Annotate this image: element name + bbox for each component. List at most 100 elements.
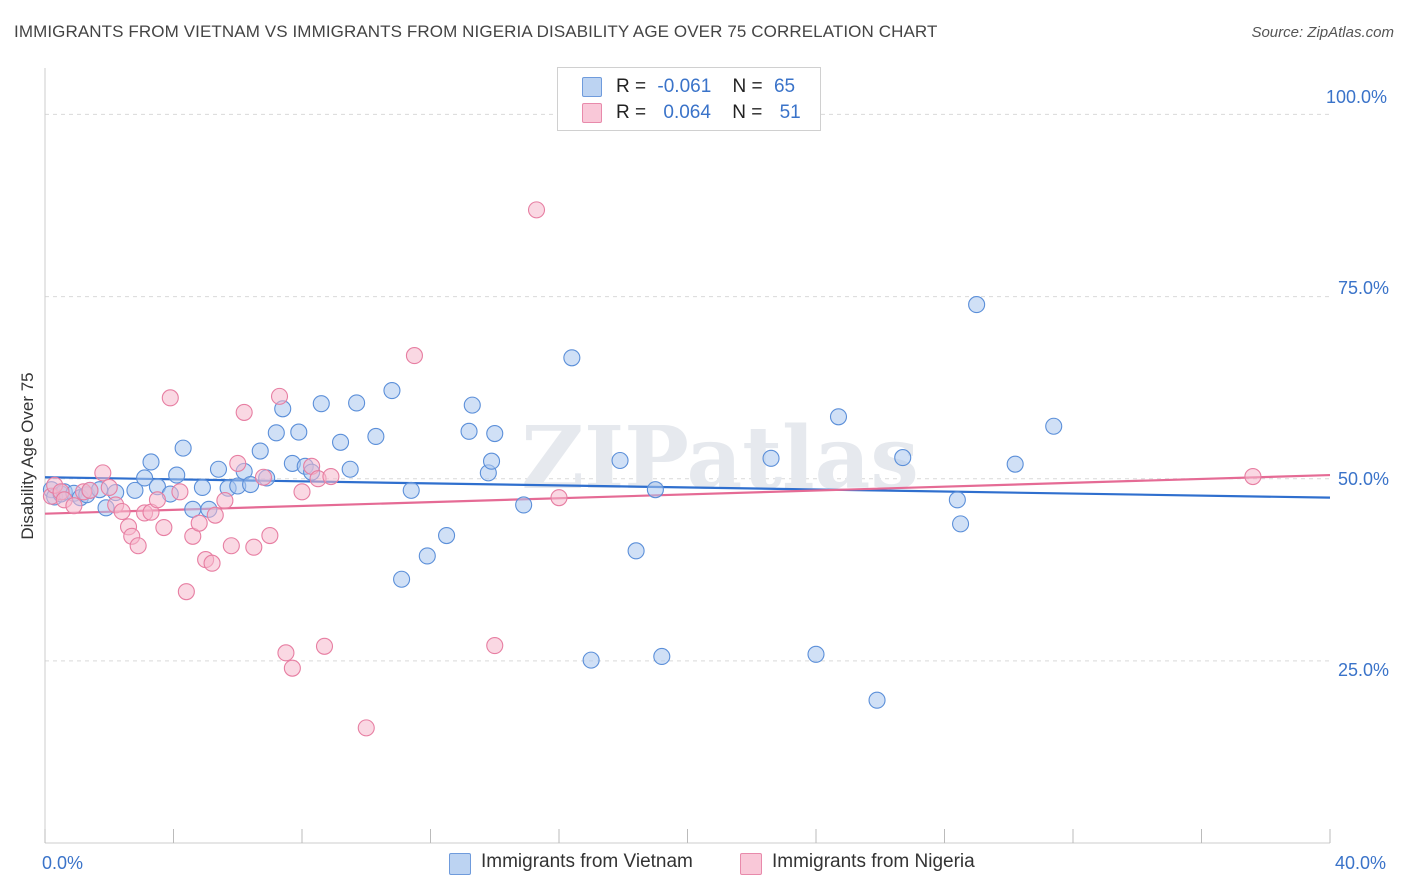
vietnam-point [486, 424, 504, 443]
vietnam-point [393, 570, 411, 588]
vietnam-point [383, 382, 401, 400]
y-axis-label: Disability Age Over 75 [18, 372, 37, 540]
vietnam-point [563, 349, 581, 367]
nigeria-point [100, 478, 118, 497]
vietnam-point [646, 481, 664, 499]
vietnam-point [402, 481, 420, 499]
nigeria-point [203, 554, 221, 572]
vietnam-r-label: R = [616, 76, 647, 97]
vietnam-point [348, 394, 366, 412]
nigeria-point [277, 644, 295, 662]
vietnam-point [807, 645, 825, 663]
vietnam-point [460, 422, 478, 440]
nigeria-point [81, 481, 99, 499]
nigeria-point [148, 491, 166, 509]
nigeria-point [357, 719, 375, 737]
nigeria-point [527, 201, 546, 219]
nigeria-point [206, 506, 224, 524]
vietnam-point [515, 496, 533, 514]
vietnam-point [968, 296, 986, 314]
vietnam-point [168, 466, 186, 484]
nigeria-point [235, 403, 253, 421]
nigeria-point [245, 538, 263, 556]
nigeria-swatch [582, 103, 602, 123]
vietnam-point [341, 460, 359, 478]
axes [44, 68, 1331, 844]
vietnam-point [438, 526, 456, 545]
nigeria-point [261, 526, 279, 545]
vietnam-point [267, 424, 285, 442]
vietnam-point [126, 481, 144, 499]
vietnam-point [627, 542, 645, 560]
vietnam-point [762, 449, 780, 467]
nigeria-point [486, 637, 504, 655]
vietnam-point [894, 449, 912, 467]
vietnam-point [312, 395, 330, 413]
nigeria-n-label: N = [732, 102, 763, 123]
source-credit: Source: ZipAtlas.com [1251, 24, 1394, 41]
y-tick-label: 100.0% [1326, 87, 1388, 107]
vietnam-point [209, 460, 228, 478]
vietnam-point [1045, 417, 1063, 435]
vietnam-point [331, 433, 350, 451]
data-points [42, 201, 1262, 737]
vietnam-point [142, 453, 160, 471]
vietnam-legend-label: Immigrants from Vietnam [481, 851, 693, 872]
vietnam-point [653, 647, 671, 666]
nigeria-point [550, 489, 568, 507]
nigeria-point [222, 537, 240, 555]
nigeria-point [171, 483, 189, 501]
nigeria-point [229, 454, 247, 472]
nigeria-point [270, 387, 289, 405]
nigeria-point [190, 514, 208, 532]
x-tick-label: 0.0% [42, 853, 84, 873]
vietnam-point [367, 427, 385, 446]
y-tick-label: 75.0% [1338, 278, 1390, 298]
nigeria-point [1244, 467, 1262, 486]
vietnam-point [251, 442, 269, 460]
vietnam-n-value: 65 [773, 76, 796, 97]
nigeria-n-value: 51 [779, 102, 801, 123]
nigeria-point [293, 483, 311, 501]
vietnam-point [611, 451, 629, 470]
y-tick-label: 50.0% [1338, 469, 1390, 489]
watermark: ZIPatlas [521, 408, 919, 509]
nigeria-point [94, 464, 112, 482]
nigeria-legend-label: Immigrants from Nigeria [772, 851, 975, 872]
vietnam-point [290, 423, 308, 441]
vietnam-point [174, 439, 192, 457]
vietnam-point [418, 547, 436, 565]
vietnam-point [948, 491, 966, 509]
nigeria-point [216, 492, 234, 510]
vietnam-point [193, 478, 211, 497]
vietnam-point [242, 475, 260, 494]
grid-lines [45, 113, 1330, 662]
nigeria-point [283, 659, 301, 677]
vietnam-point [482, 452, 501, 470]
nigeria-point [129, 537, 147, 555]
chart-title: IMMIGRANTS FROM VIETNAM VS IMMIGRANTS FR… [14, 22, 938, 41]
vietnam-r-value: -0.061 [657, 76, 712, 97]
nigeria-point [322, 467, 340, 486]
stats-legend: R = -0.061 N = 65 R = 0.064 N = 51 [557, 67, 821, 131]
nigeria-point [254, 468, 273, 486]
nigeria-point [177, 583, 195, 601]
nigeria-r-value: 0.064 [663, 102, 711, 123]
vietnam-point [463, 396, 481, 414]
nigeria-point [155, 518, 173, 537]
nigeria-point [65, 497, 83, 515]
vietnam-swatch [582, 77, 602, 97]
vietnam-point [868, 691, 886, 709]
vietnam-point [1006, 455, 1024, 473]
nigeria-trend-line [44, 473, 1331, 515]
y-tick-label: 25.0% [1338, 660, 1390, 680]
x-tick-label: 40.0% [1335, 853, 1387, 873]
nigeria-r-label: R = [616, 102, 647, 123]
nigeria-point [405, 347, 423, 365]
vietnam-legend-swatch [449, 853, 471, 875]
vietnam-point [582, 651, 600, 669]
vietnam-point [829, 408, 848, 426]
nigeria-point [315, 637, 334, 655]
nigeria-legend-swatch [740, 853, 762, 875]
